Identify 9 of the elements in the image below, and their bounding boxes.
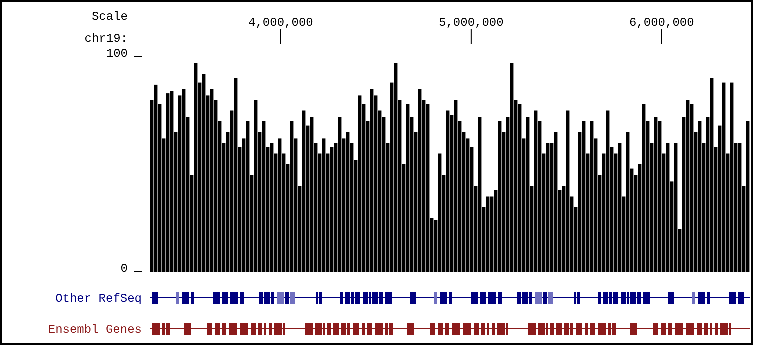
x-tick-label: 6,000,000: [630, 16, 694, 30]
x-axis-title: chr19:: [84, 32, 128, 46]
text: Ensembl Genes: [48, 323, 142, 337]
x-tick-label: 5,000,000: [439, 16, 504, 30]
text: Other RefSeq: [56, 292, 142, 306]
text: Scale: [92, 10, 128, 24]
y-tick-label: 100: [106, 47, 128, 61]
y-tick-label: 0: [120, 262, 128, 276]
x-tick-label: 4,000,000: [248, 16, 314, 30]
